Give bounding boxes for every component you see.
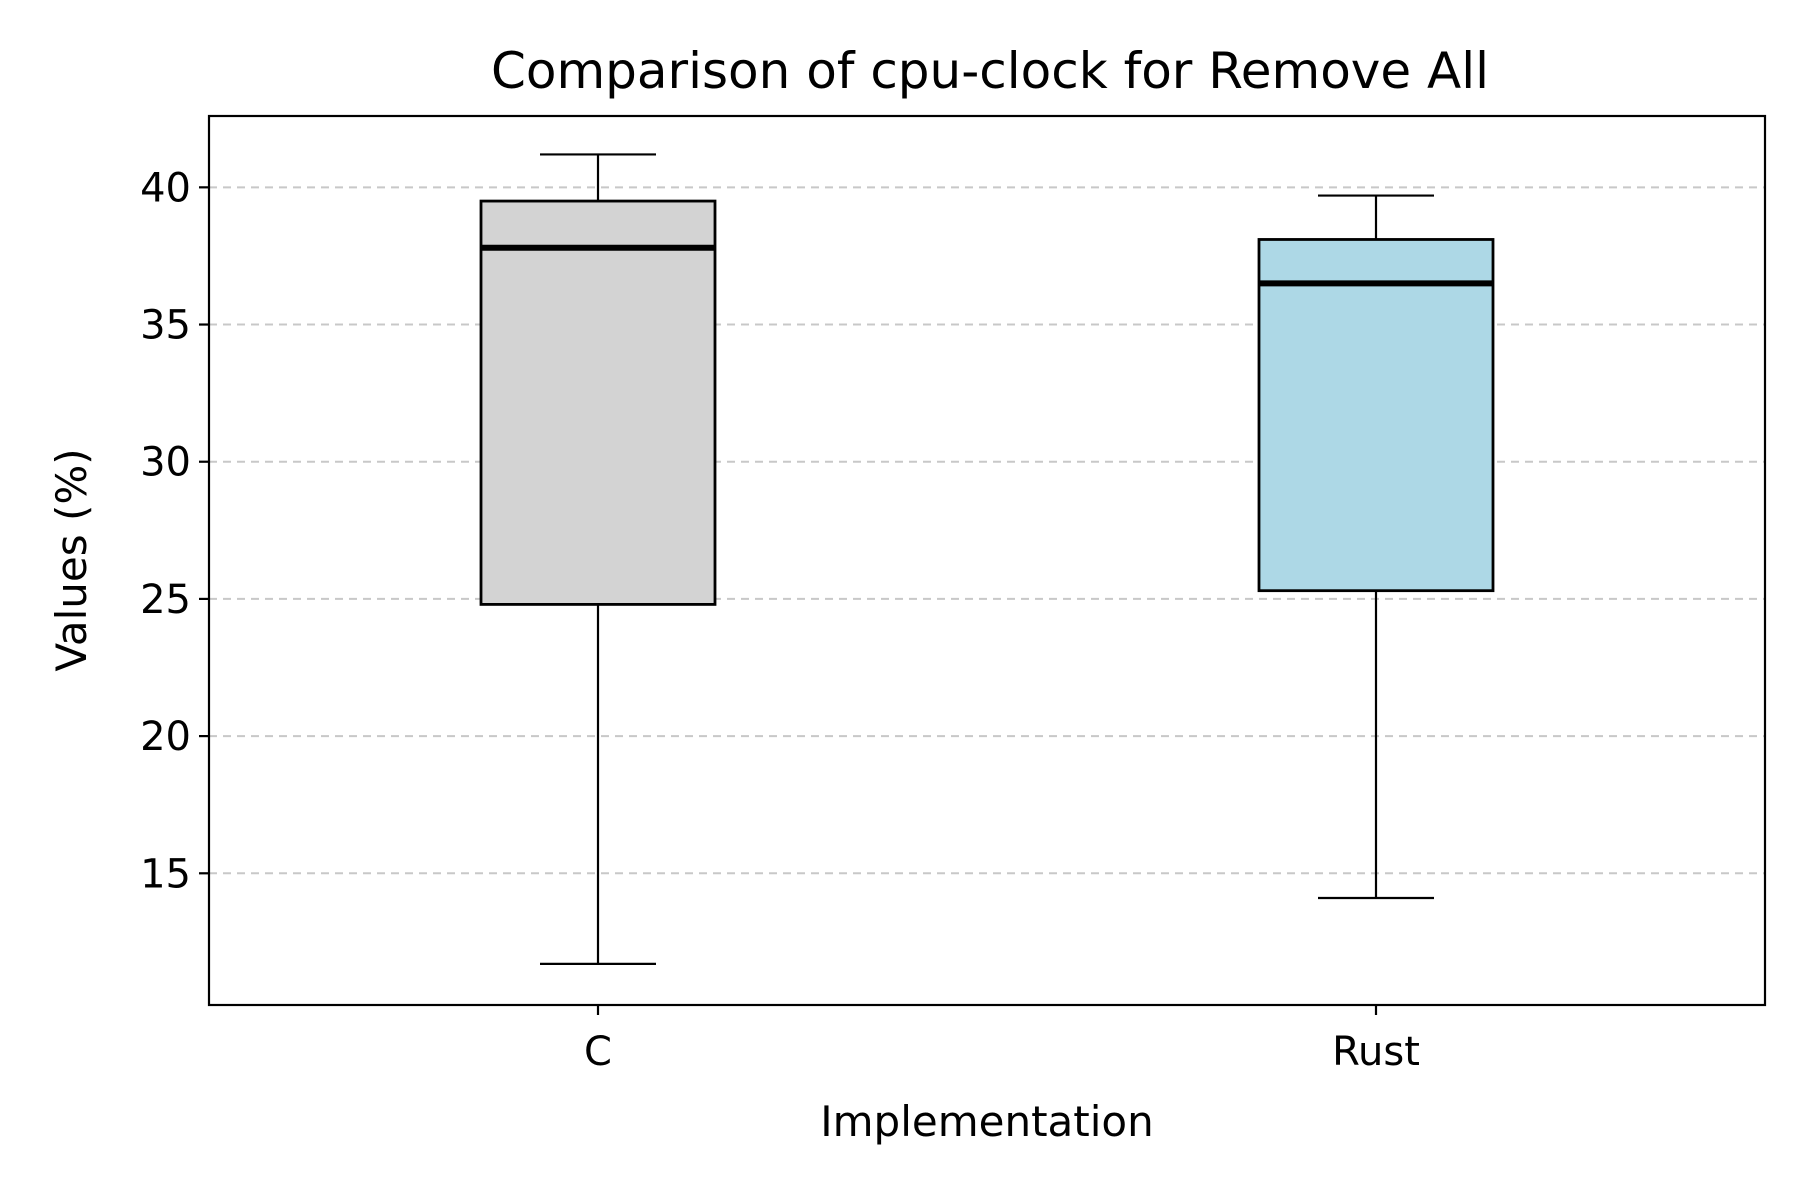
box-plots [479,153,1495,965]
grid [209,186,1765,875]
plot-frame [207,114,1767,1007]
x-tick-label: C [584,1029,612,1075]
x-axis-ticks: C Rust [584,1005,1420,1075]
y-tick-label: 35 [140,303,191,349]
y-axis-ticks: 15 20 25 30 35 40 [140,165,209,897]
x-tick-label: Rust [1332,1029,1420,1075]
y-tick-label: 20 [140,714,191,760]
y-tick-label: 25 [140,577,191,623]
box-rust [1257,194,1495,900]
y-tick-label: 40 [140,165,191,211]
box-c [479,153,717,965]
chart-title: Comparison of cpu-clock for Remove All [491,42,1489,100]
iqr-box [1257,238,1495,593]
y-axis-label: Values (%) [47,448,96,671]
y-tick-label: 15 [140,851,191,897]
x-axis-label: Implementation [820,1097,1154,1146]
iqr-box [479,199,717,606]
y-tick-label: 30 [140,440,191,486]
